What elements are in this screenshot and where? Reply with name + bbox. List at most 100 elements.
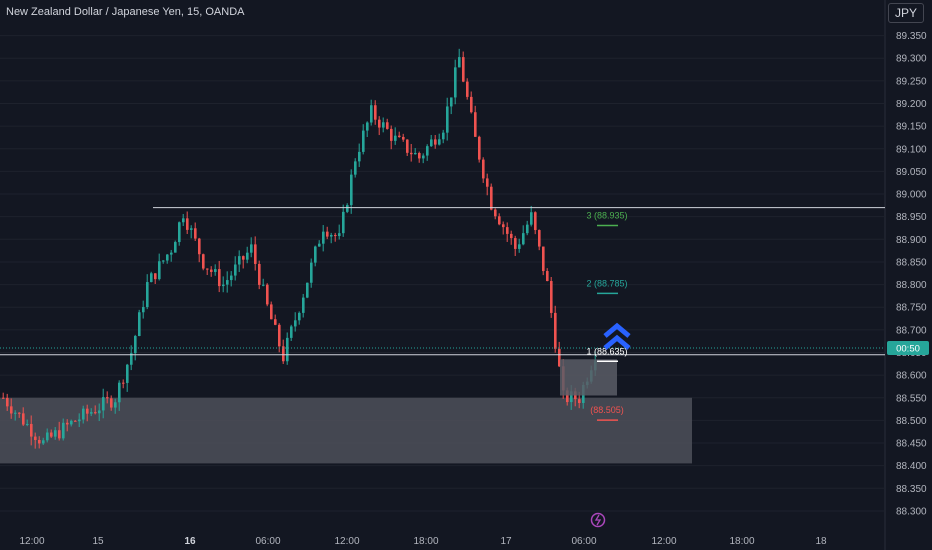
candle — [350, 174, 353, 206]
candle — [286, 337, 289, 362]
candle — [558, 348, 561, 367]
target-label: 3 (88.935) — [586, 210, 627, 220]
y-tick-label: 88.800 — [896, 280, 927, 291]
candle — [198, 238, 201, 255]
candle — [86, 408, 89, 414]
candle — [154, 273, 157, 280]
candle — [354, 161, 357, 175]
candle — [106, 397, 109, 399]
candle — [230, 275, 233, 281]
candle — [338, 233, 341, 237]
candle — [310, 262, 313, 283]
candle — [430, 139, 433, 147]
candle — [530, 212, 533, 225]
candle — [414, 152, 417, 155]
candle — [262, 284, 265, 286]
countdown-label: 00:50 — [896, 343, 920, 354]
y-tick-label: 89.000 — [896, 190, 927, 201]
candle — [382, 122, 385, 128]
candle — [254, 244, 257, 264]
candle — [366, 122, 369, 131]
candle — [186, 218, 189, 230]
candle — [550, 281, 553, 313]
candle — [226, 280, 229, 285]
candle — [110, 398, 113, 408]
y-tick-label: 88.550 — [896, 393, 927, 404]
candle — [54, 430, 57, 437]
candle — [342, 211, 345, 234]
candle — [538, 230, 541, 247]
candle — [246, 252, 249, 260]
candle — [446, 106, 449, 133]
target-label: 2 (88.785) — [586, 278, 627, 288]
candle — [322, 231, 325, 244]
candle — [78, 419, 81, 422]
candle — [358, 151, 361, 162]
chart-title: New Zealand Dollar / Japanese Yen, 15, O… — [6, 6, 245, 18]
lightning-icon[interactable] — [590, 512, 606, 528]
candle — [578, 399, 581, 403]
candle — [294, 320, 297, 327]
candle — [166, 254, 169, 261]
y-tick-label: 89.300 — [896, 54, 927, 65]
x-tick-label: 18:00 — [413, 536, 438, 547]
y-tick-label: 89.150 — [896, 122, 927, 133]
y-tick-label: 88.400 — [896, 461, 927, 472]
candle — [490, 186, 493, 210]
candle — [98, 410, 101, 414]
candle — [22, 413, 25, 425]
candle — [466, 81, 469, 97]
candle — [326, 231, 329, 237]
candle — [26, 423, 29, 425]
candle — [130, 353, 133, 365]
candle — [402, 136, 405, 140]
y-tick-label: 88.600 — [896, 371, 927, 382]
y-tick-label: 88.500 — [896, 416, 927, 427]
candle — [522, 233, 525, 245]
candle — [390, 128, 393, 141]
x-tick-label: 15 — [92, 536, 104, 547]
candle — [506, 227, 509, 234]
candle — [318, 243, 321, 247]
candle — [422, 155, 425, 159]
x-tick-label: 16 — [184, 536, 196, 547]
y-tick-label: 88.450 — [896, 439, 927, 450]
x-tick-label: 18:00 — [729, 536, 754, 547]
candle — [334, 234, 337, 237]
candle — [374, 105, 377, 120]
candle — [510, 233, 513, 239]
candle — [270, 304, 273, 320]
countdown-tag — [887, 340, 929, 355]
candle — [218, 269, 221, 287]
candle — [370, 105, 373, 123]
candle — [238, 256, 241, 265]
candle — [194, 228, 197, 239]
candle — [274, 319, 277, 325]
candle — [102, 397, 105, 411]
candle — [418, 152, 421, 159]
candle — [62, 422, 65, 439]
candle — [346, 205, 349, 212]
x-tick-label: 18 — [815, 536, 827, 547]
candle — [542, 246, 545, 272]
candle — [242, 256, 245, 260]
candle — [442, 132, 445, 140]
candle — [150, 273, 153, 283]
candle — [214, 269, 217, 272]
candle — [174, 242, 177, 253]
candle — [122, 382, 125, 384]
candle — [526, 224, 529, 234]
candle — [146, 282, 149, 308]
candle — [222, 284, 225, 287]
candle — [182, 218, 185, 223]
candle — [6, 397, 9, 407]
candle — [138, 312, 141, 337]
y-tick-label: 89.250 — [896, 76, 927, 87]
candle — [266, 284, 269, 305]
candle — [30, 423, 33, 437]
candle — [534, 212, 537, 231]
candle — [398, 135, 401, 137]
candle — [278, 324, 281, 347]
currency-button[interactable]: JPY — [888, 3, 924, 23]
